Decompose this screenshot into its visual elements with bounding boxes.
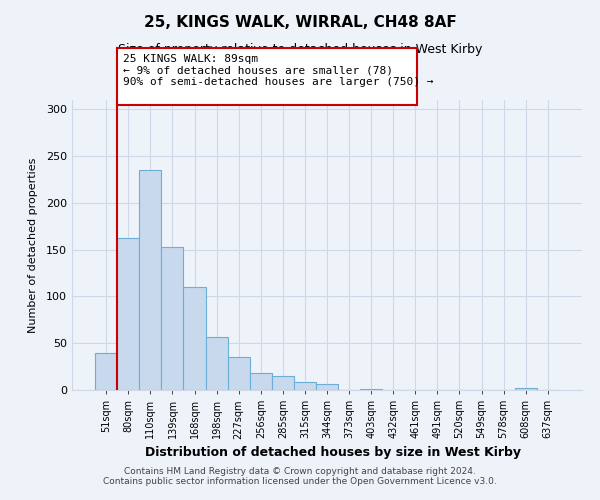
Bar (316, 384, 338, 390)
Bar (139, 170, 161, 390)
Text: 25 KINGS WALK: 89sqm
← 9% of detached houses are smaller (78)
90% of semi-detach: 25 KINGS WALK: 89sqm ← 9% of detached ho… (123, 54, 433, 86)
Bar (515, 388, 537, 390)
Bar (184, 287, 206, 390)
Bar (272, 376, 294, 390)
Bar (360, 389, 382, 390)
Bar (294, 382, 316, 390)
Bar (250, 373, 272, 390)
Bar (227, 358, 250, 390)
Text: Contains HM Land Registry data © Crown copyright and database right 2024.
Contai: Contains HM Land Registry data © Crown c… (103, 466, 497, 486)
Text: Distribution of detached houses by size in West Kirby: Distribution of detached houses by size … (145, 446, 521, 459)
Text: Size of property relative to detached houses in West Kirby: Size of property relative to detached ho… (118, 42, 482, 56)
Bar (161, 247, 184, 390)
Text: 25, KINGS WALK, WIRRAL, CH48 8AF: 25, KINGS WALK, WIRRAL, CH48 8AF (143, 15, 457, 30)
Bar (117, 238, 139, 390)
Bar (95, 352, 117, 390)
Y-axis label: Number of detached properties: Number of detached properties (28, 158, 38, 332)
Bar (206, 336, 227, 390)
